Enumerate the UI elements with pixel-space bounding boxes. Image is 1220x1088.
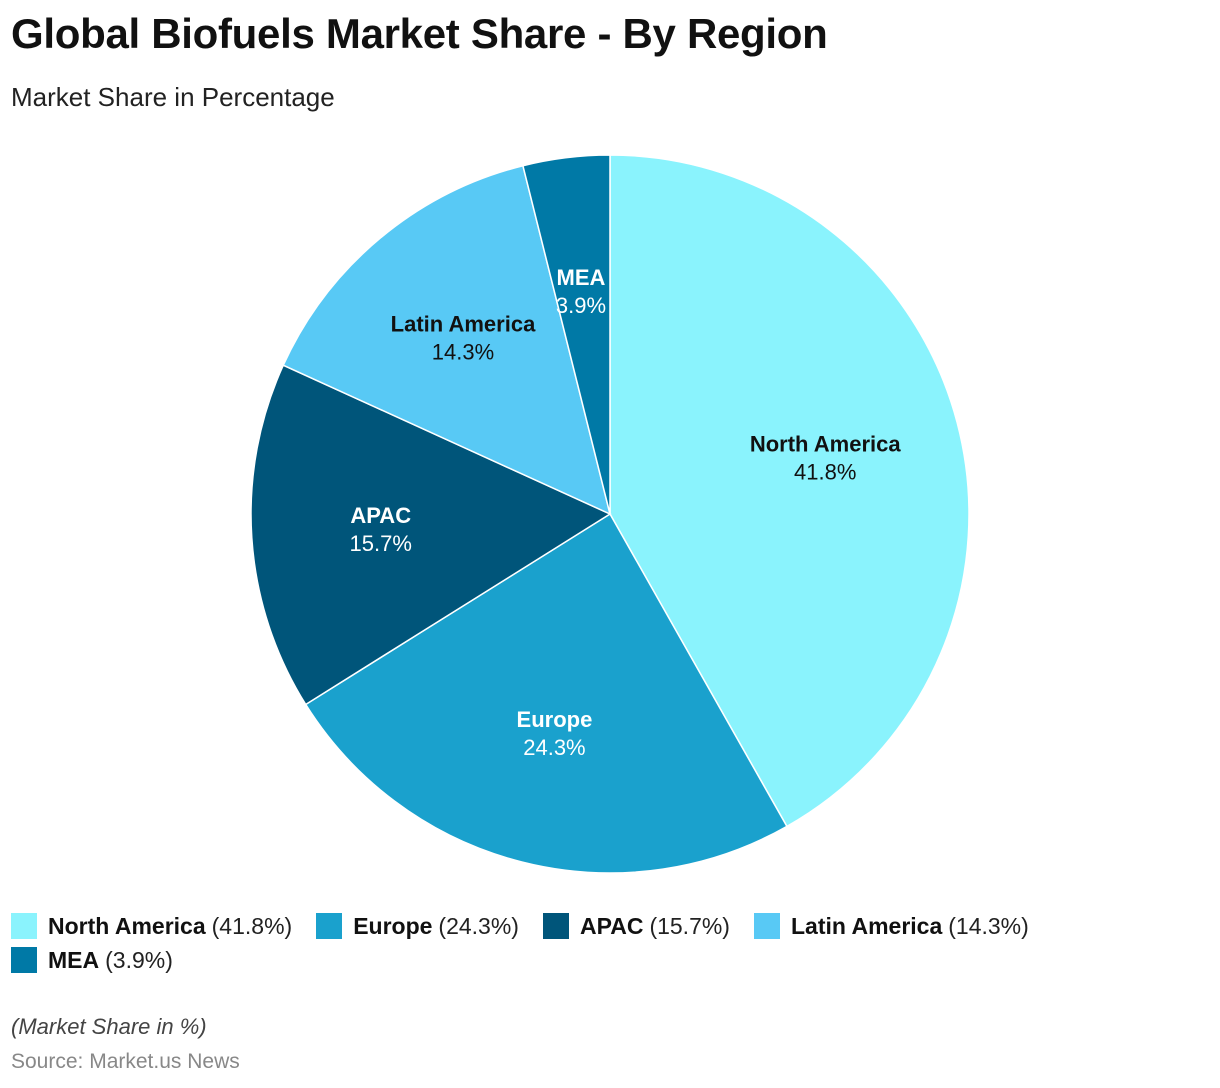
chart-legend: North America (41.8%) Europe (24.3%) APAC (15… xyxy=(11,912,1201,974)
slice-europe xyxy=(304,512,788,874)
legend-swatch xyxy=(11,947,37,973)
legend-label: North America xyxy=(48,912,206,939)
legend-label: APAC xyxy=(579,912,644,939)
slice-mea xyxy=(521,154,611,515)
legend-item-north-america: North America (41.8%) xyxy=(11,912,292,940)
slice-label-mea: MEA xyxy=(557,265,606,290)
legend-label: Europe xyxy=(353,912,433,939)
slice-latin-america xyxy=(282,164,612,516)
slice-apac xyxy=(250,364,612,706)
legend-swatch xyxy=(542,913,569,939)
slice-value-north-america: 41.8% xyxy=(794,459,856,484)
legend-label: MEA xyxy=(48,946,100,973)
pie-slices xyxy=(250,154,970,874)
slice-label-north-america: North America xyxy=(750,431,902,456)
legend-swatch xyxy=(753,913,780,939)
pie-chart: North America 41.8% Europe 24.3% APAC 15.7% La… xyxy=(250,154,970,874)
legend-label: Latin America xyxy=(790,912,943,939)
legend-swatch xyxy=(316,913,343,939)
legend-item-apac: APAC (15.7%) xyxy=(542,912,730,940)
slice-value-apac: 15.7% xyxy=(350,531,412,556)
slice-label-latin-america: Latin America xyxy=(391,311,536,336)
legend-value: (24.3%) xyxy=(438,912,519,939)
legend-value: (15.7%) xyxy=(649,912,730,939)
legend-item-europe: Europe (24.3%) xyxy=(316,912,519,940)
slice-value-mea: 3.9% xyxy=(556,293,606,318)
legend-swatch xyxy=(11,913,37,939)
slice-label-apac: APAC xyxy=(350,503,411,528)
slice-value-latin-america: 14.3% xyxy=(432,339,494,364)
chart-subtitle: Market Share in Percentage xyxy=(11,82,335,112)
legend-value: (41.8%) xyxy=(211,912,293,939)
unit-note: (Market Share in %) xyxy=(11,1014,207,1039)
slice-label-europe: Europe xyxy=(517,707,593,732)
slice-value-europe: 24.3% xyxy=(523,735,585,760)
chart-title: Global Biofuels Market Share - By Region xyxy=(11,10,828,57)
slice-north-america xyxy=(609,154,970,828)
legend-item-latin-america: Latin America (14.3%) xyxy=(753,912,1029,940)
pie-labels: North America 41.8% Europe 24.3% APAC 15.7% La… xyxy=(350,265,902,760)
legend-value: (3.9%) xyxy=(105,946,173,973)
source-credit: Source: Market.us News xyxy=(11,1050,240,1073)
legend-value: (14.3%) xyxy=(948,912,1029,939)
legend-item-mea: MEA (3.9%) xyxy=(11,946,173,974)
